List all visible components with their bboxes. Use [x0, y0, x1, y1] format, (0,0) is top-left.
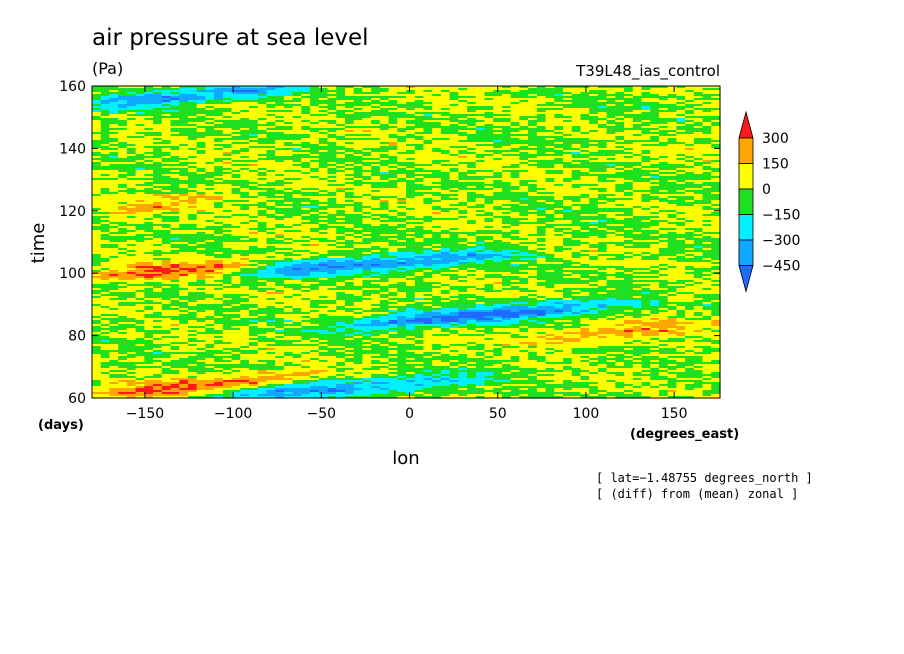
heatmap-field	[92, 86, 721, 399]
chart-title: air pressure at sea level	[92, 25, 369, 51]
experiment-label: T39L48_ias_control	[575, 62, 720, 81]
units-label: (Pa)	[92, 59, 123, 78]
